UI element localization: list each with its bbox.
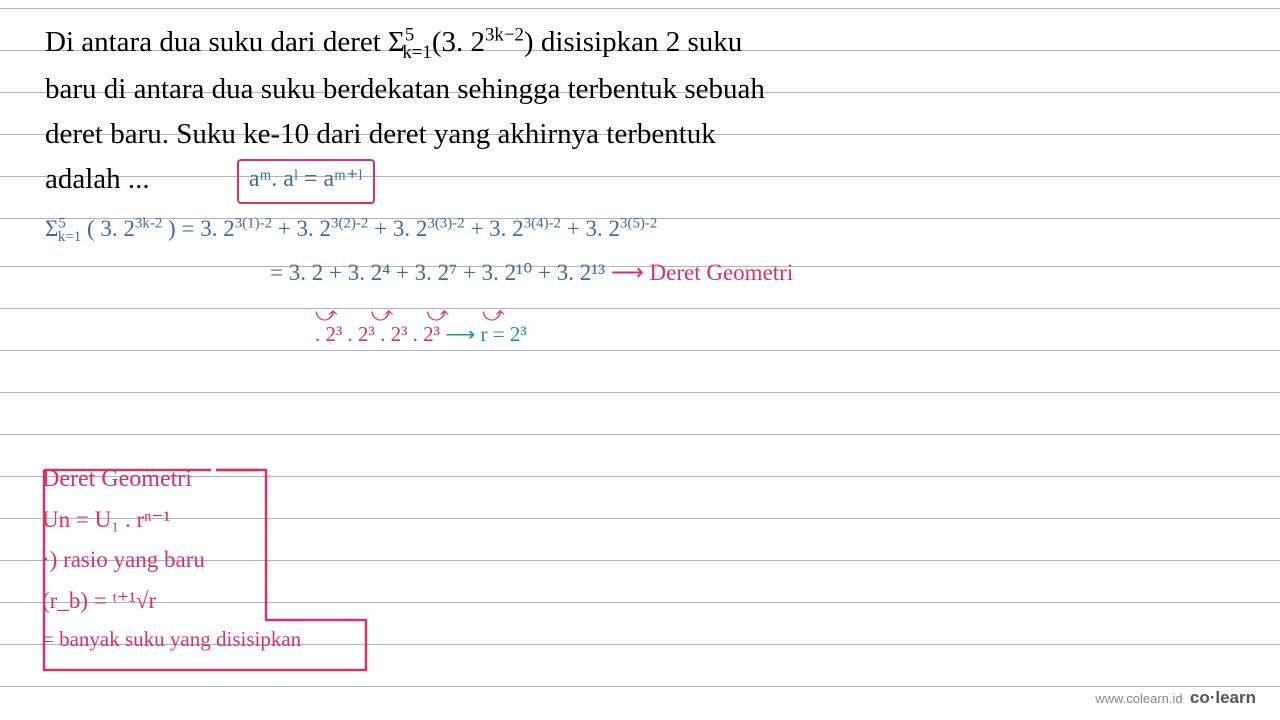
term1-exp: 3(1)-2 [235,215,272,231]
adalah-text: adalah ... [45,163,150,195]
formula-box-outline [36,460,376,682]
lhs-body: ( 3. 2 [81,216,135,241]
plus1: + 3. 2 [272,216,331,241]
text-pre: Di antara dua suku dari deret [45,26,388,58]
footer-brand: co·learn [1190,688,1256,707]
ratio-marks: . 2³ . 2³ . 2³ . 2³ [315,322,440,346]
plus4: + 3. 2 [561,216,620,241]
lhs-exp: 3k-2 [135,215,162,231]
term5-exp: 3(5)-2 [620,215,657,231]
ratio-conclusion: ⟶ r = 2³ [445,322,527,346]
sigma-lower: k=1 [402,42,431,63]
sigma-exp: 3k−2 [485,24,524,45]
sigma-body: (3. 2 [432,26,485,58]
problem-line-4: adalah ... aᵐ. aˡ = aᵐ⁺ˡ [45,157,1235,204]
term2-exp: 3(2)-2 [331,215,368,231]
simplified-terms: = 3. 2 + 3. 2⁴ + 3. 2⁷ + 3. 2¹⁰ + 3. 2¹³ [270,260,605,285]
exponent-rule-formula: aᵐ. aˡ = aᵐ⁺ˡ [249,166,363,192]
handwritten-work: Σ5k=1 ( 3. 23k-2 ) = 3. 23(1)-2 + 3. 23(… [45,208,1235,354]
plus2: + 3. 2 [368,216,427,241]
sigma-symbol: Σ [45,216,58,241]
lhs-close: ) [162,216,175,241]
plus3: + 3. 2 [465,216,524,241]
term4-exp: 3(4)-2 [524,215,561,231]
sigma-close: ) [524,26,534,58]
problem-line-2: baru di antara dua suku berdekatan sehin… [45,67,1235,112]
exponent-rule-box: aᵐ. aˡ = aᵐ⁺ˡ [237,159,375,204]
ratio-values-line: . 2³ . 2³ . 2³ . 2³ ⟶ r = 2³ [45,315,1235,354]
text-post: disisipkan 2 suku [534,26,743,58]
footer: www.colearn.id co·learn [1095,688,1256,708]
content-area: Di antara dua suku dari deret Σ5k=1(3. 2… [0,0,1280,354]
problem-line-3: deret baru. Suku ke-10 dari deret yang a… [45,112,1235,157]
problem-statement: Di antara dua suku dari deret Σ5k=1(3. 2… [45,20,1235,204]
sigma-sub: k=1 [58,229,81,245]
term3-exp: 3(3)-2 [427,215,464,231]
sigma-expression: Σ5k=1(3. 23k−2) [388,26,534,58]
footer-url: www.colearn.id [1095,691,1182,706]
problem-line-1: Di antara dua suku dari deret Σ5k=1(3. 2… [45,20,1235,67]
geometric-series-label: ⟶ Deret Geometri [611,260,793,285]
expansion-line-2: = 3. 2 + 3. 2⁴ + 3. 2⁷ + 3. 2¹⁰ + 3. 2¹³… [45,252,1235,295]
eq-start: = 3. 2 [176,216,235,241]
expansion-line-1: Σ5k=1 ( 3. 23k-2 ) = 3. 23(1)-2 + 3. 23(… [45,208,1235,252]
